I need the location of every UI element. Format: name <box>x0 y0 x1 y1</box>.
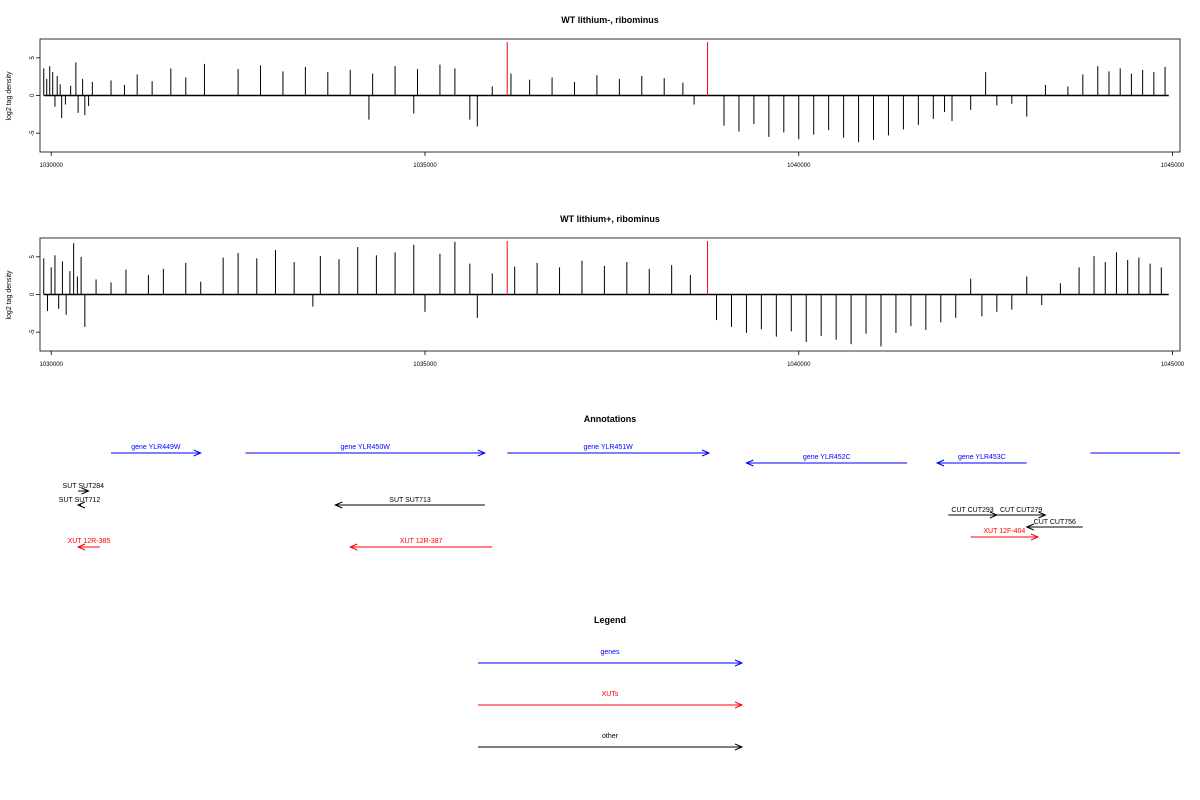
sut-cut-label: SUT SUT284 <box>63 483 105 490</box>
sut-cut-arrow-head <box>81 487 90 495</box>
panel-title: WT lithium+, ribominus <box>560 214 660 224</box>
y-tick-label: -5 <box>30 130 36 136</box>
legend-title: Legend <box>594 615 626 625</box>
legend-arrow-head <box>734 701 744 709</box>
x-tick-label: 1030000 <box>40 362 64 368</box>
gene-arrow-head <box>745 459 754 467</box>
annotations-track: Annotations gene YLR449W gene YLR450W gene… <box>59 414 1180 551</box>
sut-cut-arrow-head <box>334 501 343 509</box>
gene-arrow-head <box>935 459 945 467</box>
x-tick-label: 1030000 <box>40 163 64 169</box>
x-tick-label: 1040000 <box>787 362 811 368</box>
sut-cut-arrow-head <box>76 501 86 509</box>
x-tick-label: 1045000 <box>1161 362 1185 368</box>
sut-cut-label: CUT CUT279 <box>1000 507 1042 514</box>
xut-label: XUT 12R-387 <box>400 538 443 545</box>
x-tick-label: 1040000 <box>787 163 811 169</box>
y-tick-label: -5 <box>30 329 36 335</box>
legend: Legend genes XUTs other <box>478 615 744 751</box>
sut-cut-arrow-head <box>989 511 999 519</box>
gene-arrow-head <box>477 449 487 457</box>
gene-label: gene YLR451W <box>583 444 633 451</box>
legend-label: genes <box>600 649 620 656</box>
y-axis-label: log2 tag density <box>6 71 13 121</box>
xut-arrow-head <box>1030 533 1040 541</box>
y-tick-label: 0 <box>30 292 36 296</box>
sut-cut-label: CUT CUT756 <box>1034 519 1076 526</box>
legend-arrow-head <box>734 743 744 751</box>
y-axis: -5 0 5 <box>30 255 40 335</box>
x-tick-label: 1035000 <box>413 163 437 169</box>
xut-arrow-head <box>348 543 358 551</box>
track-panel-lithium-plus: WT lithium+, ribominus log2 tag density … <box>6 214 1185 368</box>
y-tick-label: 5 <box>30 56 36 60</box>
sut-cut-arrow-head <box>1025 523 1034 531</box>
panel-title: WT lithium-, ribominus <box>561 15 659 25</box>
y-axis-label: log2 tag density <box>6 270 13 320</box>
sut-cut-label: SUT SUT713 <box>389 497 431 504</box>
sut-cut-arrow-head <box>1038 511 1047 519</box>
y-tick-label: 0 <box>30 93 36 97</box>
annotation-arrows: gene YLR449W gene YLR450W gene YLR451W gene… <box>59 444 1180 551</box>
x-axis: 1030000 1035000 1040000 1045000 <box>40 351 1185 368</box>
legend-label: other <box>602 733 619 740</box>
y-tick-label: 5 <box>30 255 36 259</box>
gene-label: gene YLR452C <box>803 454 851 461</box>
bars-group <box>43 241 1169 347</box>
y-axis: -5 0 5 <box>30 56 40 136</box>
bars-group <box>43 42 1169 143</box>
legend-arrow-head <box>734 659 744 667</box>
track-panel-lithium-minus: WT lithium-, ribominus log2 tag density … <box>6 15 1185 169</box>
gene-label: gene YLR450W <box>341 444 391 451</box>
gene-label: gene YLR449W <box>131 444 181 451</box>
x-tick-label: 1045000 <box>1161 163 1185 169</box>
annotations-title: Annotations <box>584 414 637 424</box>
legend-items: genes XUTs other <box>478 649 744 751</box>
gene-label: gene YLR453C <box>958 454 1006 461</box>
legend-label: XUTs <box>602 691 619 698</box>
gene-arrow-head <box>701 449 711 457</box>
x-axis: 1030000 1035000 1040000 1045000 <box>40 152 1185 169</box>
xut-label: XUT 12F-404 <box>983 528 1025 535</box>
sut-cut-label: CUT CUT293 <box>951 507 993 514</box>
gene-arrow-head <box>193 449 202 457</box>
xut-label: XUT 12R-385 <box>68 538 111 545</box>
sut-cut-label: SUT SUT712 <box>59 497 101 504</box>
xut-arrow-head <box>76 543 86 551</box>
x-tick-label: 1035000 <box>413 362 437 368</box>
